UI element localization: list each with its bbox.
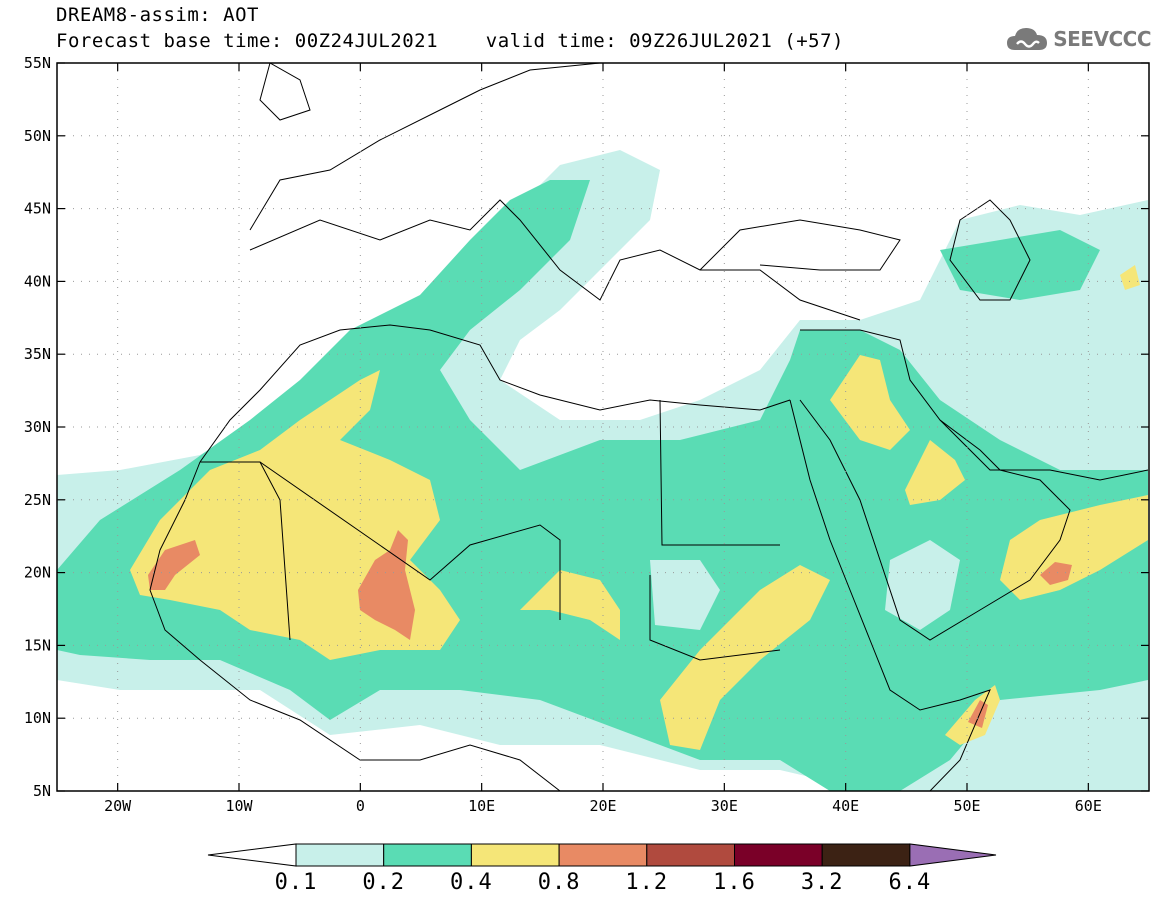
colorbar-box (646, 843, 735, 867)
colorbar-label: 6.4 (888, 870, 932, 895)
aot-field-0.8-oman (1040, 562, 1072, 585)
title-line-1: DREAM8-assim: AOT (56, 4, 259, 26)
aot-field-0.2-caspian (940, 230, 1100, 300)
border-sahara-1 (200, 461, 291, 641)
colorbar (207, 843, 997, 867)
coastlines (149, 63, 1149, 791)
aot-field-0.4-gulf (905, 440, 965, 505)
colorbar-label: 0.1 (274, 870, 318, 895)
border-sahara-2 (259, 461, 561, 620)
border-libya-egypt (659, 399, 780, 546)
colorbar-box (295, 843, 385, 867)
lat-label: 20N (24, 564, 51, 582)
coastline-arabia (799, 329, 1071, 641)
title-line-2: Forecast base time: 00Z24JUL2021 valid t… (56, 30, 844, 52)
colorbar-box (821, 843, 911, 867)
lat-label: 45N (24, 200, 51, 218)
aot-field-0.4-oman (1000, 495, 1148, 600)
aot-field-clear-arabia (885, 540, 960, 630)
lon-label: 50E (953, 797, 980, 815)
lon-label: 0 (356, 797, 365, 815)
cloud-icon (1007, 28, 1048, 50)
lat-label: 15N (24, 636, 51, 654)
aot-field-0.4-mesopotamia (830, 355, 910, 450)
border-sudan (649, 575, 781, 661)
coastline-north-africa (199, 324, 791, 463)
colorbar-label: 1.6 (713, 870, 756, 895)
coastline-europe (249, 63, 601, 231)
aot-field-clear-libya (650, 560, 720, 630)
colorbar-box (383, 843, 472, 867)
lat-label: 30N (24, 418, 51, 436)
colorbar-box (558, 843, 648, 867)
colorbar-label: 3.2 (800, 870, 844, 895)
aot-field-0.8-mauritania (148, 540, 200, 590)
colorbar-box (470, 843, 560, 867)
lat-label: 10N (24, 709, 51, 727)
colorbar-label: 0.8 (537, 870, 581, 895)
colorbar-arrow-low (207, 843, 297, 867)
lat-label: 40N (24, 272, 51, 290)
colorbar-arrow-high (909, 843, 997, 867)
aot-fields (57, 150, 1148, 791)
lon-label: 40E (832, 797, 859, 815)
colorbar-label: 0.2 (362, 870, 406, 895)
longitude-labels: 20W 10W 0 10E 20E 30E 40E 50E 60E (104, 797, 1102, 815)
seevccc-logo: SEEVCCC (1005, 22, 1151, 56)
colorbar-label: 1.2 (625, 870, 669, 895)
lon-label: 10E (468, 797, 495, 815)
lat-label: 5N (33, 782, 51, 800)
lon-label: 60E (1075, 797, 1102, 815)
lon-label: 20W (104, 797, 132, 815)
lon-label: 30E (711, 797, 738, 815)
lat-label: 55N (24, 54, 51, 72)
aot-field-0.4-chad (520, 570, 620, 640)
aot-field-0.8-mali (358, 530, 415, 640)
colorbar-box (734, 843, 823, 867)
lat-label: 25N (24, 491, 51, 509)
aot-field-0.4-sudan (660, 565, 830, 750)
aot-field-0.4-caspian (1120, 265, 1140, 290)
lat-label: 50N (24, 127, 51, 145)
coastline-med-north (249, 199, 861, 321)
lat-label: 35N (24, 345, 51, 363)
latitude-labels: 55N 50N 45N 40N 35N 30N 25N 20N 15N 10N 5N (24, 54, 51, 800)
axis-ticks (57, 62, 1149, 792)
coastline-red-sea (789, 399, 991, 791)
lon-label: 20E (589, 797, 616, 815)
logo-text: SEEVCCC (1053, 27, 1151, 51)
coastline-black-sea (699, 219, 901, 271)
coastline-iran (939, 419, 1149, 481)
coastline-africa-west (149, 461, 561, 791)
colorbar-label: 0.4 (450, 870, 493, 895)
coastline-britain (259, 63, 311, 121)
coastline-caspian (949, 199, 1031, 301)
lon-label: 10W (225, 797, 253, 815)
